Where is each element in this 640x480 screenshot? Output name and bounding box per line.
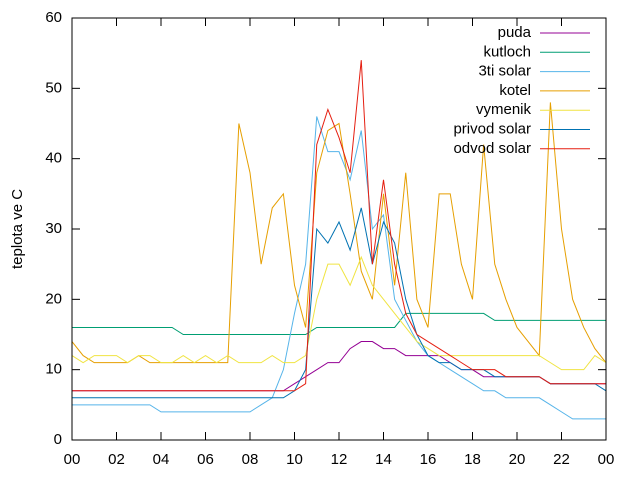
legend-label: kotel — [499, 82, 531, 99]
y-tick-label: 30 — [45, 220, 62, 237]
y-tick-label: 50 — [45, 79, 62, 96]
series-line — [72, 60, 606, 392]
x-tick-label: 16 — [420, 451, 437, 468]
legend-label: puda — [498, 24, 532, 41]
series-line — [72, 312, 606, 335]
plot-border — [71, 17, 607, 441]
legend-label: privod solar — [453, 120, 531, 137]
legend-label: odvod solar — [453, 140, 531, 157]
series-line — [71, 255, 607, 371]
x-tick-label: 20 — [509, 451, 526, 468]
legend-label: vymenik — [476, 101, 532, 118]
y-tick-label: 40 — [45, 150, 62, 167]
x-tick-label: 04 — [153, 451, 170, 468]
y-tick-label: 60 — [45, 9, 62, 26]
y-tick-label: 0 — [54, 431, 62, 448]
legend-label: kutloch — [483, 43, 531, 60]
x-tick-label: 14 — [375, 451, 392, 468]
y-axis-label: teplota ve C — [9, 189, 26, 269]
x-tick-label: 02 — [108, 451, 125, 468]
x-tick-label: 08 — [242, 451, 259, 468]
x-tick-label: 18 — [464, 451, 481, 468]
x-tick-label: 00 — [598, 451, 615, 468]
x-tick-label: 12 — [331, 451, 348, 468]
x-tick-label: 06 — [197, 451, 214, 468]
y-tick-label: 20 — [45, 290, 62, 307]
series-line — [72, 116, 606, 420]
series-line — [72, 207, 607, 399]
legend-label: 3ti solar — [478, 63, 531, 80]
x-tick-label: 10 — [286, 451, 303, 468]
series-line — [72, 341, 606, 392]
x-tick-label: 22 — [553, 451, 570, 468]
y-tick-label: 10 — [45, 361, 62, 378]
x-tick-label: 00 — [64, 451, 81, 468]
